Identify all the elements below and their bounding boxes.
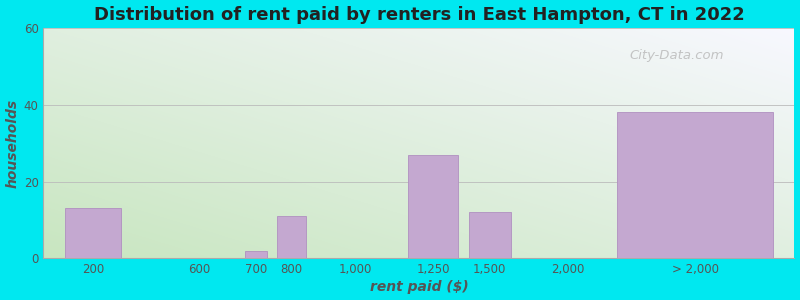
Text: City-Data.com: City-Data.com <box>630 49 724 62</box>
Bar <box>618 112 773 258</box>
X-axis label: rent paid ($): rent paid ($) <box>370 280 468 294</box>
Bar <box>469 212 511 258</box>
Bar <box>408 155 458 258</box>
Y-axis label: households: households <box>6 99 19 188</box>
Bar <box>65 208 122 258</box>
Bar <box>246 251 266 258</box>
Title: Distribution of rent paid by renters in East Hampton, CT in 2022: Distribution of rent paid by renters in … <box>94 6 744 24</box>
Bar <box>278 216 306 258</box>
